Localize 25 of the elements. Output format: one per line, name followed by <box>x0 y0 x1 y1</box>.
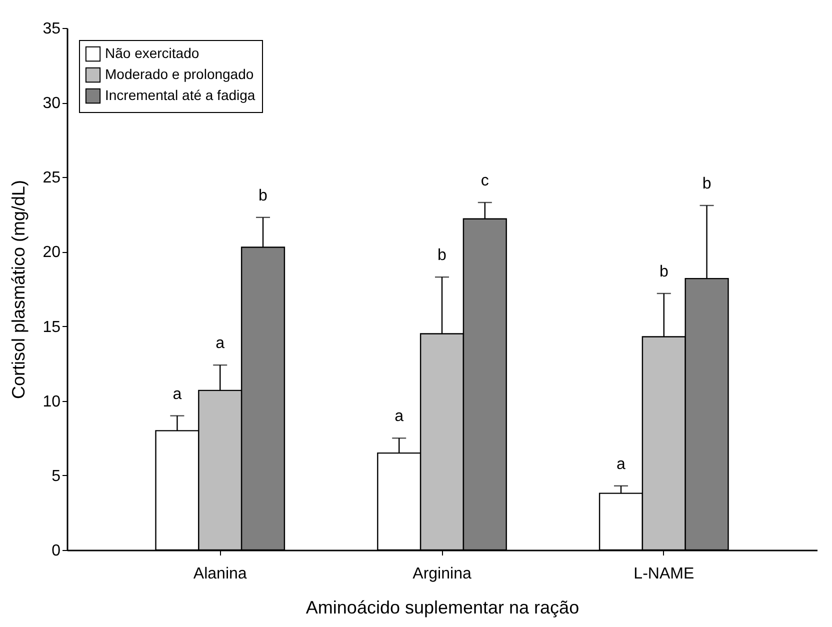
annotation: b <box>702 175 712 192</box>
y-tick-label: 0 <box>52 542 61 560</box>
y-tick-label: 25 <box>42 170 61 187</box>
legend-label: Moderado e prolongado <box>105 66 254 82</box>
legend-label: Não exercitado <box>105 45 200 61</box>
annotation: b <box>659 263 668 280</box>
annotation: a <box>394 408 404 426</box>
y-tick-label: 20 <box>42 244 61 262</box>
y-axis-title: Cortisol plasmático (mg/dL) <box>8 180 29 400</box>
annotation: b <box>438 247 447 264</box>
x-tick-label: L-NAME <box>634 566 694 582</box>
y-tick-label: 35 <box>42 20 61 38</box>
y-tick-label: 15 <box>42 318 61 336</box>
x-axis-title: Aminoácido suplementar na ração <box>306 598 580 618</box>
annotation: b <box>258 187 268 204</box>
annotation: a <box>216 335 225 352</box>
y-tick-label: 10 <box>42 393 61 410</box>
legend-label: Incremental até a fadiga <box>105 87 256 103</box>
annotation: c <box>480 172 489 190</box>
y-tick-label: 5 <box>52 468 61 485</box>
y-tick-label: 30 <box>42 95 61 112</box>
x-tick-label: Arginina <box>412 566 472 582</box>
annotation: a <box>616 456 626 473</box>
x-tick-label: Alanina <box>193 566 247 582</box>
annotation: a <box>172 386 182 403</box>
